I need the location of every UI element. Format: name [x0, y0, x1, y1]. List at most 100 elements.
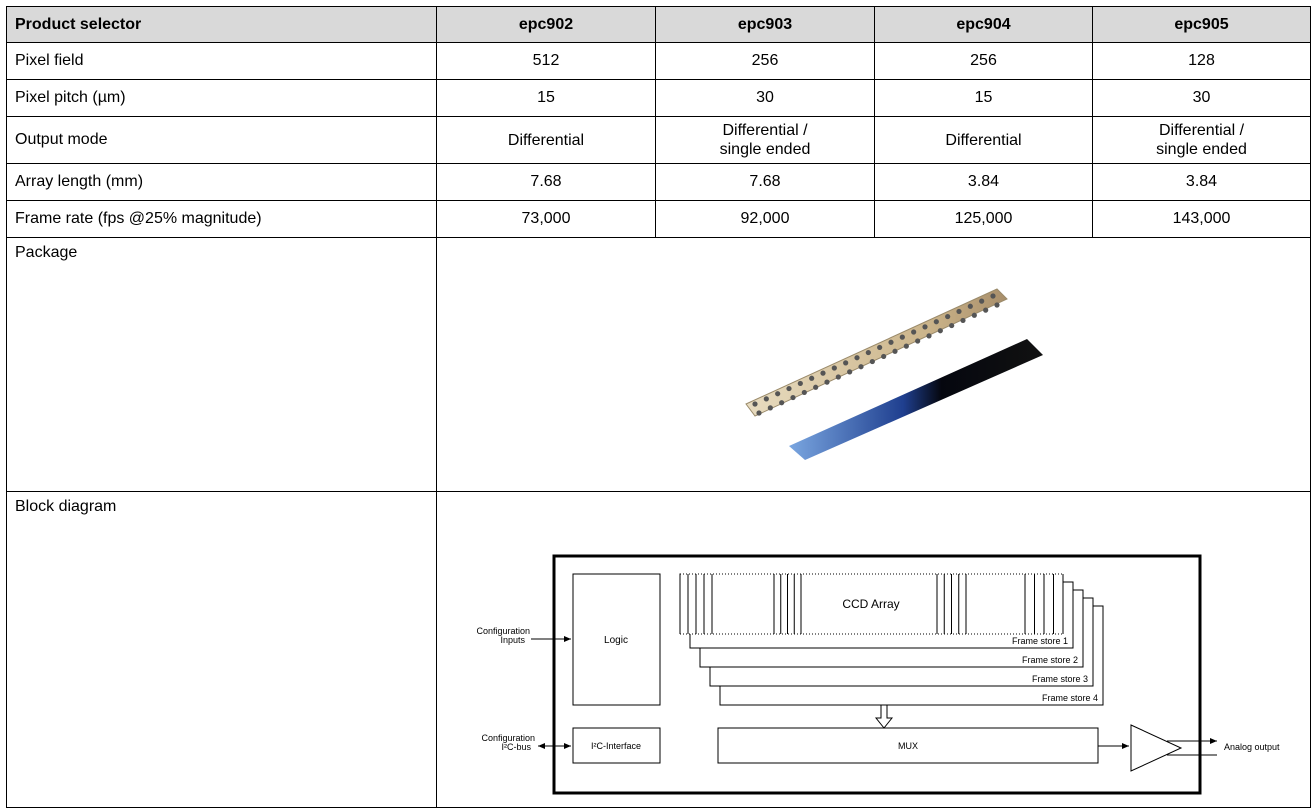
frame-store-label: Frame store 3	[1032, 674, 1088, 684]
pin	[854, 354, 860, 360]
logic-label: Logic	[604, 635, 628, 646]
label-line: I²C-bus	[501, 742, 531, 752]
pin	[752, 400, 758, 407]
cell: 256	[655, 42, 875, 80]
pin	[797, 380, 803, 386]
header-cell: epc902	[436, 6, 656, 43]
pin	[763, 395, 769, 401]
cell: 7.68	[655, 163, 875, 201]
label: Configuration I²C-bus	[481, 733, 535, 752]
cell: 30	[1092, 79, 1311, 117]
table-row: Output mode Differential Differential / sin…	[6, 116, 1311, 164]
cell: Differential	[874, 116, 1093, 164]
cell: 15	[874, 79, 1093, 117]
package-pcb	[745, 287, 1008, 417]
cell: 73,000	[436, 200, 656, 238]
pin	[824, 379, 830, 385]
cell: 3.84	[1092, 163, 1311, 201]
table-body: Pixel field 512 256 256 128 Pixel pitch (µm) 1…	[6, 42, 1311, 808]
i2c-label: I²C-Interface	[591, 741, 641, 751]
cell: 125,000	[874, 200, 1093, 238]
header-cell: Product selector	[6, 6, 437, 43]
cell-line: Differential	[507, 131, 585, 149]
pin	[933, 318, 939, 324]
pin	[994, 301, 1000, 308]
output-label: Analog output	[1224, 742, 1280, 752]
label-line: Configuration	[476, 626, 530, 636]
row-label: Output mode	[6, 116, 437, 164]
header-cell: epc905	[1092, 6, 1311, 43]
pin	[903, 343, 909, 349]
pin	[831, 364, 837, 371]
mux-box	[717, 727, 1099, 764]
pin	[956, 308, 962, 314]
cell: 128	[1092, 42, 1311, 80]
pin	[899, 334, 905, 340]
row-label: Pixel field	[6, 42, 437, 80]
pin	[892, 348, 898, 354]
pin	[881, 353, 887, 359]
pin	[990, 292, 996, 299]
row-label: Array length (mm)	[6, 163, 437, 201]
package-pins	[752, 292, 1000, 416]
table-row: Array length (mm) 7.68 7.68 3.84 3.84	[6, 163, 1311, 201]
pin	[888, 339, 894, 345]
row-label: Pixel pitch (µm)	[6, 79, 437, 117]
cell: 512	[436, 42, 656, 80]
ccd-columns	[679, 574, 1064, 634]
label-line: Inputs	[500, 635, 525, 645]
logic-box	[572, 573, 661, 706]
cell-line: Differential /	[722, 122, 808, 139]
pin	[926, 332, 932, 338]
frame-store-label: Frame store 2	[1022, 655, 1078, 665]
header-cell: epc903	[655, 6, 875, 43]
block-diagram-cell: Frame store 4 Frame store 3 Frame store 2 F…	[436, 491, 1311, 808]
product-table: Product selector epc902 epc903 epc904 epc905…	[6, 6, 1311, 808]
pin	[790, 394, 796, 400]
pin	[786, 385, 792, 391]
mux-label: MUX	[898, 741, 918, 751]
package-sensor	[789, 338, 1043, 460]
cell: Differential / single ended	[1092, 116, 1311, 164]
pin	[967, 303, 973, 309]
pin	[869, 358, 875, 364]
pin	[945, 313, 951, 319]
pin	[767, 404, 773, 410]
header-row: Product selector epc902 epc903 epc904 epc905	[6, 6, 1311, 43]
cell-line: Differential /	[1158, 122, 1245, 139]
table-row: Pixel field 512 256 256 128	[6, 42, 1311, 80]
cell-line: single ended	[1156, 141, 1247, 158]
cell: 15	[436, 79, 656, 117]
row-label: Frame rate (fps @25% magnitude)	[6, 200, 437, 238]
cell: 92,000	[655, 200, 875, 238]
frame-store-label: Frame store 4	[1042, 693, 1098, 703]
hollow-arrow	[874, 704, 894, 729]
pin	[779, 399, 785, 405]
pin	[949, 322, 955, 328]
block-row: Block diagram Frame store 4 Frame store 3…	[6, 491, 1311, 808]
pin	[877, 344, 883, 350]
block-diagram: Frame store 4 Frame store 3 Frame store 2 F…	[476, 554, 1280, 795]
row-label: Package	[6, 237, 437, 492]
table-row: Pixel pitch (µm) 15 30 15 30	[6, 79, 1311, 117]
pin	[960, 317, 966, 323]
pin	[865, 349, 871, 355]
pin	[775, 390, 781, 396]
cell: 7.68	[436, 163, 656, 201]
cell: 30	[655, 79, 875, 117]
pin	[922, 323, 928, 329]
frame-store-label: Frame store 1	[1012, 636, 1068, 646]
pin	[858, 363, 864, 369]
pin	[756, 409, 762, 416]
pin	[915, 337, 921, 344]
cell: 143,000	[1092, 200, 1311, 238]
pin	[971, 312, 977, 318]
pin	[835, 373, 841, 380]
header-cell: epc904	[874, 6, 1093, 43]
amplifier	[1130, 724, 1183, 772]
pin	[809, 375, 815, 381]
cell-line: single ended	[719, 141, 811, 158]
pin	[801, 389, 807, 395]
pin	[983, 307, 989, 313]
